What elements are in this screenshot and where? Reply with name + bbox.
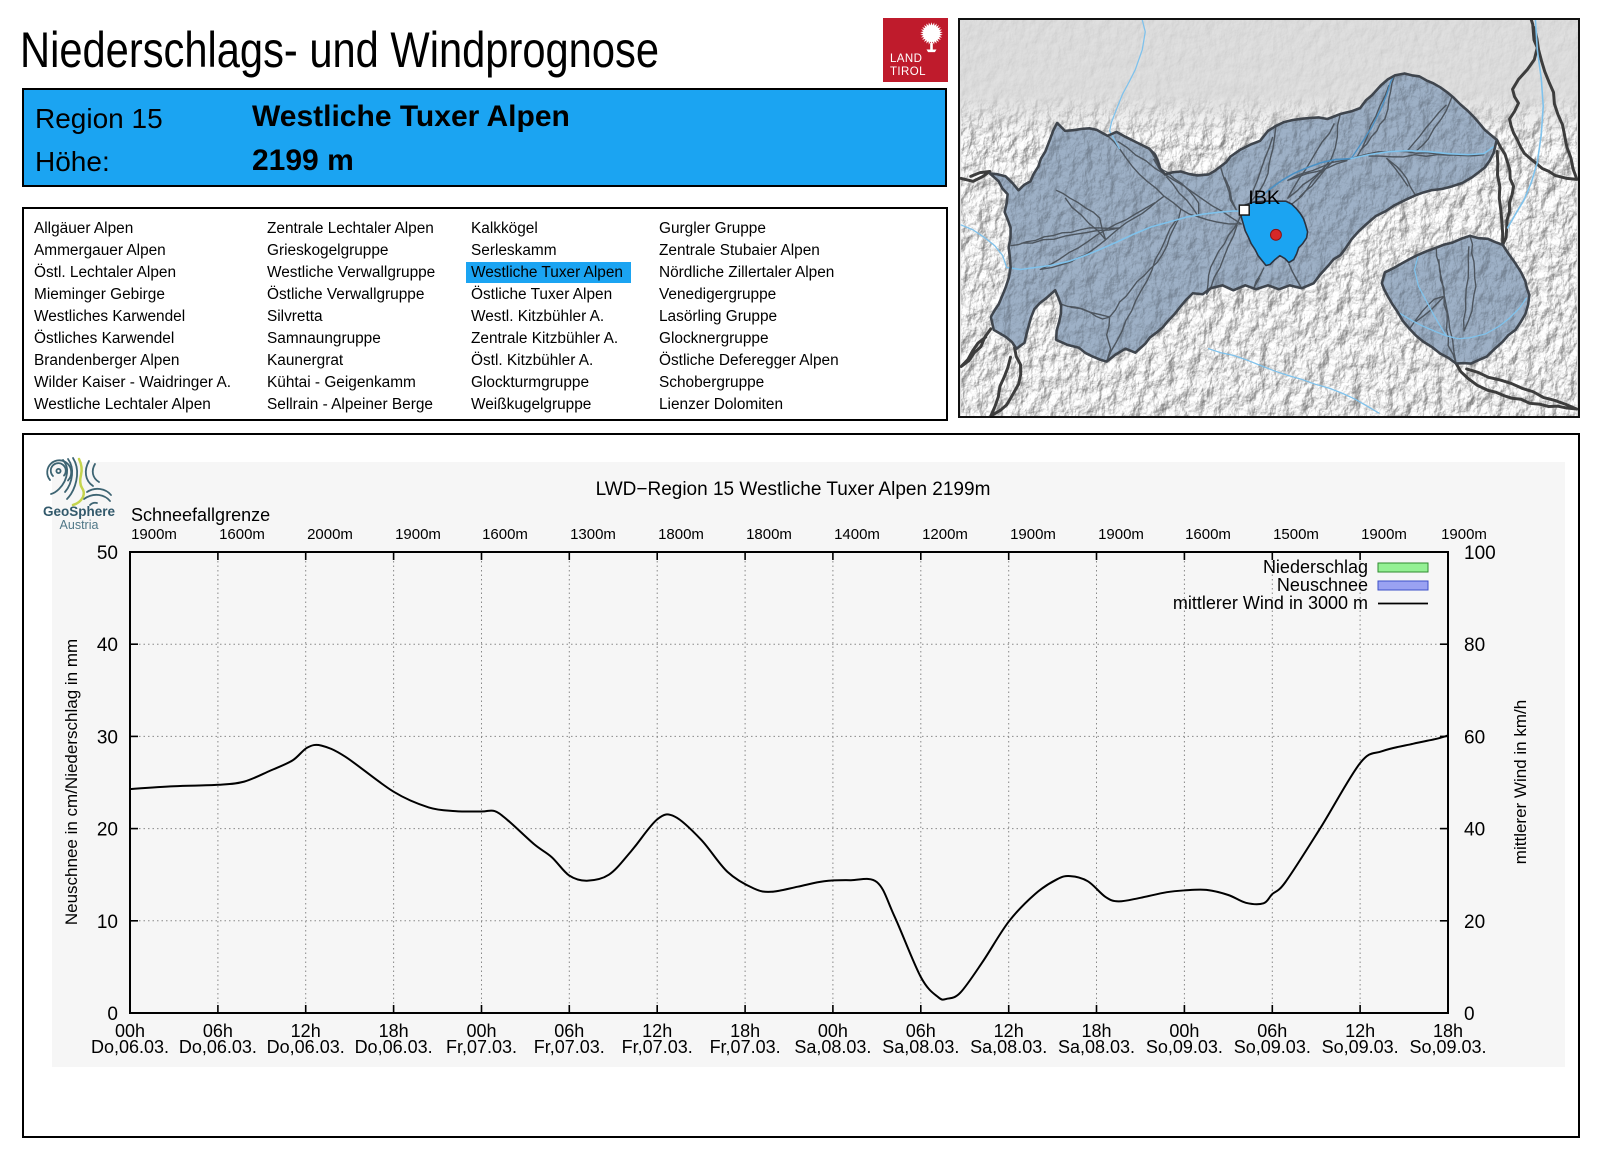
- svg-text:12h: 12h: [642, 1021, 672, 1041]
- svg-text:Do,06.03.: Do,06.03.: [179, 1037, 257, 1057]
- svg-text:Sa,08.03.: Sa,08.03.: [882, 1037, 959, 1057]
- svg-text:1500m: 1500m: [1273, 526, 1319, 543]
- svg-text:100: 100: [1464, 543, 1496, 564]
- svg-text:Fr,07.03.: Fr,07.03.: [446, 1037, 517, 1057]
- svg-text:1900m: 1900m: [1361, 526, 1407, 543]
- svg-text:Do,06.03.: Do,06.03.: [91, 1037, 169, 1057]
- svg-text:1900m: 1900m: [1098, 526, 1144, 543]
- svg-text:00h: 00h: [115, 1021, 145, 1041]
- svg-text:1900m: 1900m: [131, 526, 177, 543]
- svg-text:1600m: 1600m: [1185, 526, 1231, 543]
- svg-text:Fr,07.03.: Fr,07.03.: [710, 1037, 781, 1057]
- svg-text:Neuschnee in cm/Niederschlag i: Neuschnee in cm/Niederschlag in mm: [62, 639, 81, 925]
- svg-text:1800m: 1800m: [658, 526, 704, 543]
- svg-text:TIROL: TIROL: [890, 66, 926, 78]
- svg-text:10: 10: [97, 912, 118, 933]
- svg-text:Sa,08.03.: Sa,08.03.: [1058, 1037, 1135, 1057]
- svg-text:60: 60: [1464, 727, 1485, 748]
- svg-text:GeoSphere: GeoSphere: [43, 504, 116, 519]
- svg-text:1900m: 1900m: [1441, 526, 1487, 543]
- svg-text:LAND: LAND: [890, 53, 922, 65]
- svg-text:So,09.03.: So,09.03.: [1322, 1037, 1399, 1057]
- svg-text:06h: 06h: [554, 1021, 584, 1041]
- svg-text:2000m: 2000m: [307, 526, 353, 543]
- svg-text:Do,06.03.: Do,06.03.: [355, 1037, 433, 1057]
- svg-text:00h: 00h: [466, 1021, 496, 1041]
- svg-text:0: 0: [1464, 1004, 1475, 1025]
- svg-text:0: 0: [107, 1004, 118, 1025]
- svg-text:So,09.03.: So,09.03.: [1146, 1037, 1223, 1057]
- svg-text:40: 40: [97, 635, 118, 656]
- svg-text:Schneefallgrenze: Schneefallgrenze: [131, 505, 270, 525]
- svg-text:So,09.03.: So,09.03.: [1234, 1037, 1311, 1057]
- svg-text:30: 30: [97, 727, 118, 748]
- svg-text:1400m: 1400m: [834, 526, 880, 543]
- svg-text:Niederschlag: Niederschlag: [1263, 557, 1368, 577]
- svg-text:IBK: IBK: [1248, 187, 1280, 209]
- svg-text:18h: 18h: [1433, 1021, 1463, 1041]
- svg-text:1200m: 1200m: [922, 526, 968, 543]
- svg-text:18h: 18h: [1081, 1021, 1111, 1041]
- svg-text:12h: 12h: [1345, 1021, 1375, 1041]
- svg-text:Fr,07.03.: Fr,07.03.: [622, 1037, 693, 1057]
- svg-text:20: 20: [1464, 912, 1485, 933]
- svg-text:Neuschnee: Neuschnee: [1277, 575, 1368, 595]
- svg-text:80: 80: [1464, 635, 1485, 656]
- svg-text:20: 20: [97, 820, 118, 841]
- svg-text:Sa,08.03.: Sa,08.03.: [794, 1037, 871, 1057]
- svg-text:06h: 06h: [203, 1021, 233, 1041]
- svg-text:40: 40: [1464, 820, 1485, 841]
- svg-text:Austria: Austria: [60, 518, 99, 532]
- svg-text:1300m: 1300m: [570, 526, 616, 543]
- svg-text:18h: 18h: [379, 1021, 409, 1041]
- svg-text:1900m: 1900m: [395, 526, 441, 543]
- svg-text:00h: 00h: [1169, 1021, 1199, 1041]
- svg-text:18h: 18h: [730, 1021, 760, 1041]
- svg-text:1800m: 1800m: [746, 526, 792, 543]
- svg-text:06h: 06h: [1257, 1021, 1287, 1041]
- svg-text:12h: 12h: [291, 1021, 321, 1041]
- svg-text:1600m: 1600m: [219, 526, 265, 543]
- svg-text:LWD−Region 15 Westliche Tuxer: LWD−Region 15 Westliche Tuxer Alpen 2199…: [596, 479, 991, 500]
- svg-text:1600m: 1600m: [482, 526, 528, 543]
- svg-text:So,09.03.: So,09.03.: [1409, 1037, 1486, 1057]
- svg-text:06h: 06h: [906, 1021, 936, 1041]
- svg-text:mittlerer Wind in 3000 m: mittlerer Wind in 3000 m: [1173, 593, 1368, 613]
- svg-text:1900m: 1900m: [1010, 526, 1056, 543]
- svg-text:00h: 00h: [818, 1021, 848, 1041]
- svg-text:Fr,07.03.: Fr,07.03.: [534, 1037, 605, 1057]
- svg-text:12h: 12h: [994, 1021, 1024, 1041]
- svg-text:Sa,08.03.: Sa,08.03.: [970, 1037, 1047, 1057]
- svg-text:50: 50: [97, 543, 118, 564]
- svg-text:mittlerer Wind in km/h: mittlerer Wind in km/h: [1511, 700, 1530, 864]
- svg-text:Do,06.03.: Do,06.03.: [267, 1037, 345, 1057]
